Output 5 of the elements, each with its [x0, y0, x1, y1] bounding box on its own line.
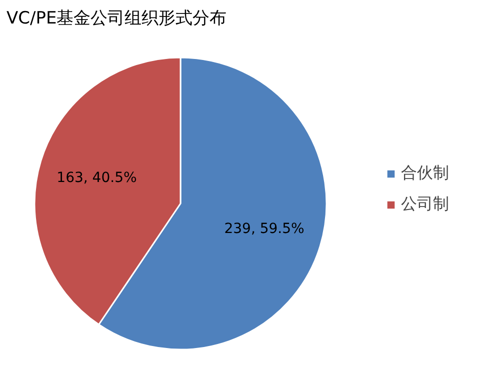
- legend-label: 合伙制: [401, 163, 449, 184]
- chart-title: VC/PE基金公司组织形式分布: [6, 8, 227, 28]
- legend-label: 公司制: [401, 194, 449, 215]
- data-label: 163, 40.5%: [56, 170, 137, 186]
- data-label: 239, 59.5%: [224, 221, 304, 238]
